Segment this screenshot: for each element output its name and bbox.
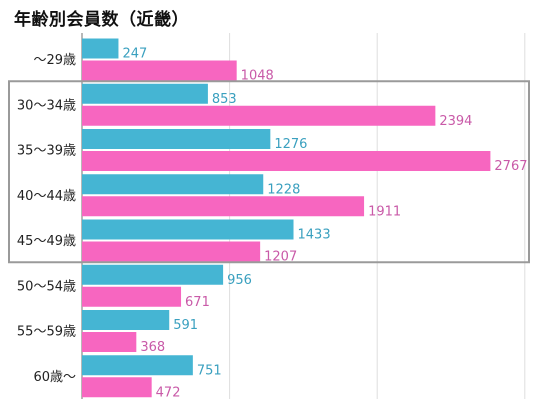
category-label: 45～49歳 [17, 234, 76, 249]
category-label: 35～39歳 [17, 144, 76, 159]
value-label: 956 [227, 273, 252, 288]
category-label: ～29歳 [33, 53, 76, 68]
value-label: 2767 [494, 159, 527, 174]
value-label: 751 [197, 363, 222, 378]
bar-series-2 [82, 332, 137, 352]
labels: ～29歳 247 1048 30～34歳 853 2394 35～39歳 1276 2767 40… [17, 47, 528, 401]
value-label: 368 [140, 340, 165, 355]
bar-series-1 [82, 264, 224, 285]
value-label: 1228 [267, 182, 300, 197]
value-label: 1207 [264, 250, 297, 265]
value-label: 671 [185, 295, 210, 310]
category-label: 30～34歳 [17, 98, 76, 113]
bar-series-2 [82, 60, 237, 81]
bar-series-2 [82, 196, 365, 217]
category-label: 55～59歳 [17, 325, 76, 340]
value-label: 247 [122, 47, 147, 62]
value-label: 1048 [241, 69, 274, 84]
value-label: 1276 [274, 137, 307, 152]
chart-title: 年齢別会員数（近畿） [14, 10, 189, 30]
highlight-box [8, 80, 530, 264]
bar-series-2 [82, 105, 436, 126]
value-label: 1911 [368, 204, 401, 219]
bar-series-1 [82, 129, 271, 149]
bar-series-1 [82, 174, 264, 195]
bar-series-1 [82, 355, 193, 376]
category-label: 50～54歳 [17, 279, 76, 294]
category-label: 60歳～ [33, 370, 76, 385]
bar-series-1 [82, 219, 294, 240]
bar-series-2 [82, 377, 152, 398]
value-label: 2394 [439, 114, 472, 129]
bar-series-1 [82, 38, 119, 59]
bar-series-2 [82, 151, 491, 171]
bars [82, 38, 491, 398]
value-label: 472 [156, 385, 181, 400]
value-label: 1433 [298, 228, 331, 243]
value-label: 591 [173, 318, 198, 333]
bar-series-2 [82, 286, 182, 307]
category-label: 40～44歳 [17, 189, 76, 204]
value-label: 853 [212, 92, 237, 107]
bar-series-2 [82, 241, 261, 262]
bar-series-1 [82, 83, 208, 104]
highlight-group [8, 80, 530, 264]
bar-series-1 [82, 310, 170, 330]
